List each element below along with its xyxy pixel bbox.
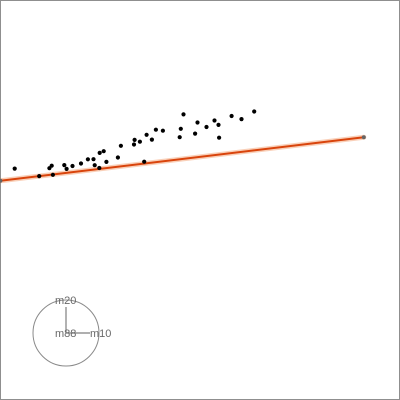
gizmo-label-top: m20 xyxy=(55,295,76,307)
scatter-point-5 xyxy=(50,172,56,177)
scatter-point-36 xyxy=(217,135,222,140)
scatter-point-24 xyxy=(149,137,154,142)
gizmo-label-center: m88 xyxy=(55,328,76,340)
scatter-point-15 xyxy=(97,165,102,171)
scatter-point-9 xyxy=(78,161,84,166)
scatter-point-30 xyxy=(195,120,200,125)
axis-gizmo: m20 m10 m88 xyxy=(32,295,111,367)
scatter-point-22 xyxy=(144,132,149,137)
scatter-point-38 xyxy=(252,109,257,114)
scatter-point-13 xyxy=(101,149,106,154)
scatter-point-34 xyxy=(216,122,221,127)
scatter-point-31 xyxy=(193,131,198,136)
scatter-point-6 xyxy=(62,163,67,168)
gizmo-circle xyxy=(32,299,100,367)
scatter-point-17 xyxy=(118,143,123,148)
scatter-point-27 xyxy=(181,112,186,117)
scatter-point-25 xyxy=(160,128,165,133)
scatter-point-35 xyxy=(229,113,234,119)
scatter-point-26 xyxy=(142,159,147,164)
gizmo-label-right: m10 xyxy=(90,328,111,340)
scatter-point-16 xyxy=(104,159,109,164)
fit-line-endpoint-2 xyxy=(361,135,366,140)
scatter-point-21 xyxy=(137,139,142,144)
scatter-point-11 xyxy=(91,157,96,162)
scatter-point-19 xyxy=(132,137,137,142)
scatter-point-23 xyxy=(153,127,158,132)
scatter-point-33 xyxy=(212,118,217,123)
scatter-point-12 xyxy=(97,150,102,155)
scatter-point-37 xyxy=(239,117,244,122)
scatter-point-10 xyxy=(85,157,90,162)
fit-line-endpoint-1 xyxy=(0,178,3,183)
scatter-point-29 xyxy=(177,135,182,140)
data-layer xyxy=(0,109,367,184)
scatter-point-32 xyxy=(204,124,209,130)
scatter-point-2 xyxy=(37,174,42,179)
scatter-point-28 xyxy=(178,126,183,131)
scatter-point-7 xyxy=(64,166,69,171)
scatter-point-8 xyxy=(70,163,75,169)
fit-line xyxy=(0,136,365,182)
scatter-point-1 xyxy=(12,166,17,171)
scatter-point-20 xyxy=(131,142,137,147)
scatter-point-18 xyxy=(115,155,120,160)
scatter-point-14 xyxy=(92,163,97,168)
scatter-point-4 xyxy=(49,163,54,168)
